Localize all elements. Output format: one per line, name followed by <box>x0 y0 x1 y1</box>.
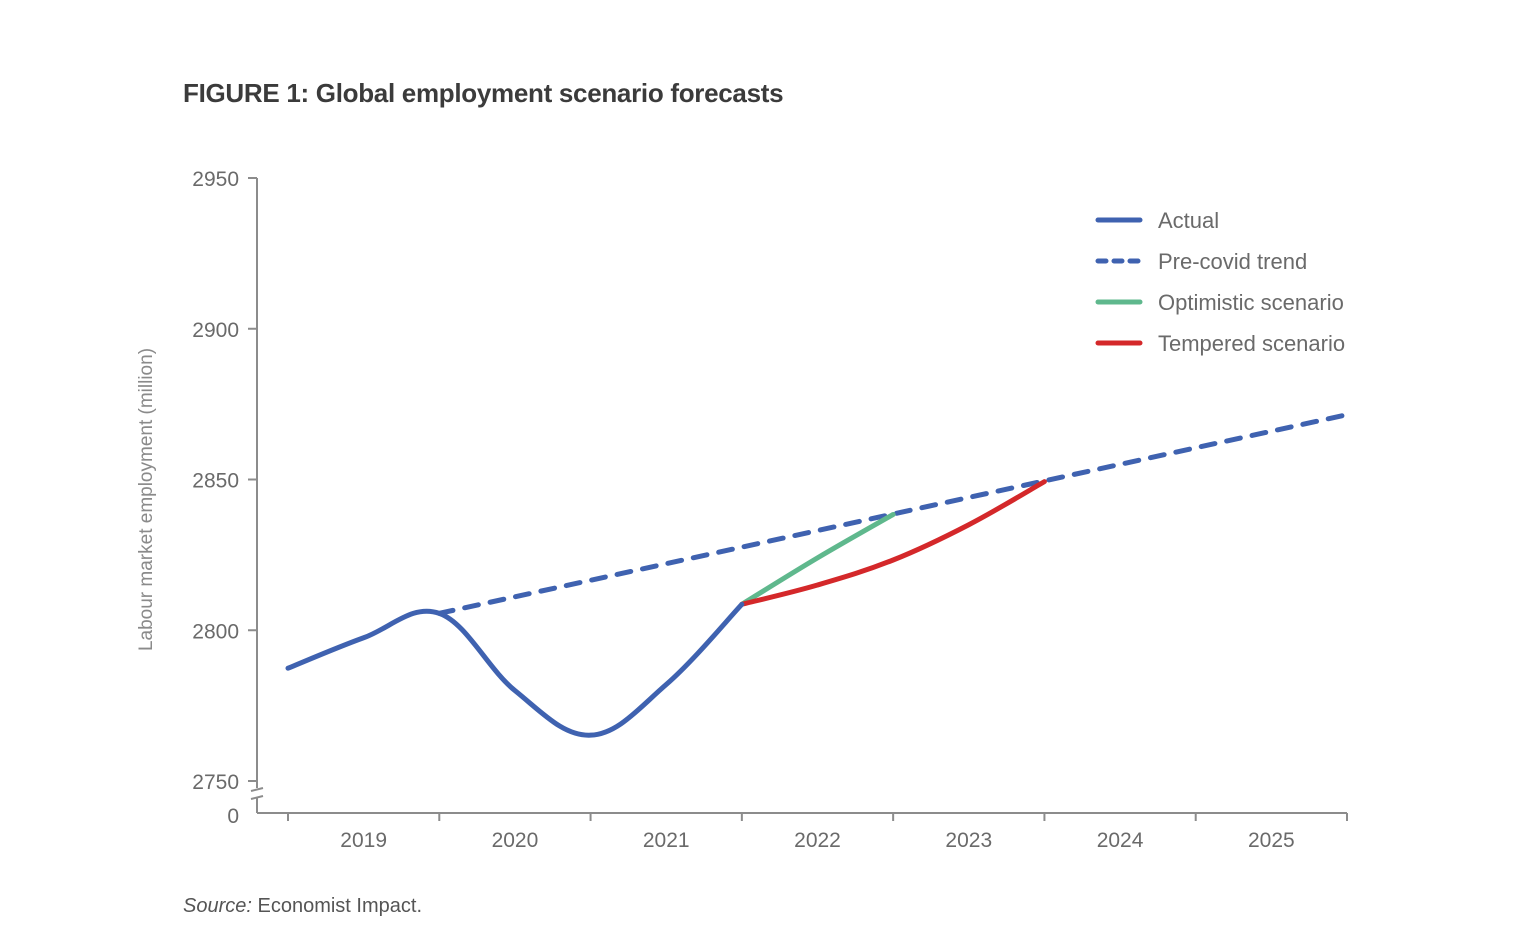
legend: Actual Pre-covid trend Optimistic scenario… <box>1095 208 1345 356</box>
y-tick-label: 2950 <box>192 168 239 191</box>
series-group <box>285 412 1350 738</box>
x-tick-label: 2019 <box>340 829 387 852</box>
y-tick-label-zero: 0 <box>227 805 239 828</box>
legend-label: Tempered scenario <box>1158 331 1345 356</box>
x-tick-label: 2023 <box>945 829 992 852</box>
figure-title: FIGURE 1: Global employment scenario for… <box>183 78 784 108</box>
x-tick-label: 2021 <box>643 829 690 852</box>
y-tick-label: 2800 <box>192 620 239 643</box>
legend-label: Actual <box>1158 208 1219 233</box>
x-tick-label: 2022 <box>794 829 841 852</box>
source-text: Economist Impact. <box>251 895 422 917</box>
axes: 2750 2800 2850 2900 2950 0 2019 2020 2021 2022 202… <box>136 168 1348 852</box>
series-line-actual <box>285 601 745 738</box>
legend-label: Pre-covid trend <box>1158 249 1307 274</box>
legend-label: Optimistic scenario <box>1158 290 1344 315</box>
x-tick-label: 2025 <box>1248 829 1295 852</box>
x-tick-label: 2020 <box>492 829 539 852</box>
series-line-optimistic-scenario <box>739 511 896 607</box>
x-tick-label: 2024 <box>1097 829 1144 852</box>
source-note: Source: Economist Impact. <box>183 895 422 918</box>
y-axis-title: Labour market employment (million) <box>136 348 157 651</box>
source-label: Source: <box>183 895 252 917</box>
y-tick-label: 2850 <box>192 470 239 493</box>
series-line-pre-covid-trend <box>436 412 1350 616</box>
series-line-tempered-scenario <box>739 479 1047 607</box>
y-tick-label: 2750 <box>192 771 239 794</box>
axis-break-mark <box>250 787 264 792</box>
y-tick-label: 2900 <box>192 319 239 342</box>
